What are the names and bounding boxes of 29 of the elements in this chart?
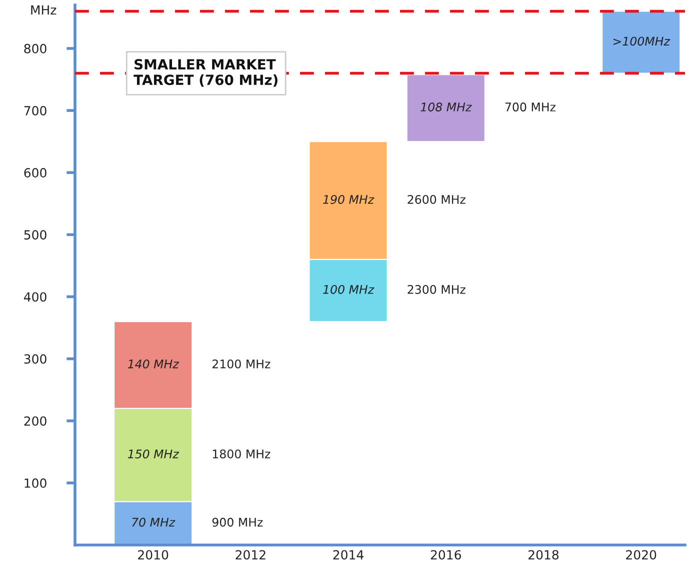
data-label: 100 MHz — [323, 285, 374, 294]
series-label: 900 MHz — [212, 518, 263, 527]
y-tick-label: 500 — [24, 230, 46, 240]
y-tick-label: 700 — [24, 106, 46, 116]
y-axis-title: MHz — [31, 5, 56, 14]
data-label: 140 MHz — [128, 359, 180, 368]
data-label: 108 MHz — [420, 102, 472, 112]
data-label: 150 MHz — [128, 449, 180, 458]
data-label: 190 MHz — [323, 195, 374, 204]
series-label: 2300 MHz — [408, 285, 466, 294]
x-tick-label: 2016 — [430, 550, 461, 560]
data-label: >100MHz — [613, 36, 670, 46]
y-tick-label: 800 — [24, 44, 46, 54]
y-tick-label: 400 — [24, 292, 46, 302]
ref-line-label: SMALLER MARKET TARGET (760 MHz) — [134, 59, 278, 87]
data-label: 70 MHz — [132, 518, 176, 527]
y-tick-label: 300 — [24, 354, 46, 364]
x-tick-label: 2010 — [138, 550, 168, 560]
x-tick-label: 2018 — [528, 550, 559, 560]
series-label: 700 MHz — [505, 102, 556, 112]
x-tick-label: 2020 — [626, 550, 656, 560]
series-label: 1800 MHz — [212, 449, 270, 458]
series-label: 2600 MHz — [408, 195, 466, 204]
series-label: 2100 MHz — [212, 359, 270, 368]
x-tick-label: 2012 — [236, 550, 266, 560]
y-tick-label: 200 — [24, 416, 46, 426]
x-tick-label: 2014 — [333, 550, 364, 560]
y-tick-label: 600 — [24, 168, 46, 178]
y-tick-label: 100 — [24, 478, 46, 488]
